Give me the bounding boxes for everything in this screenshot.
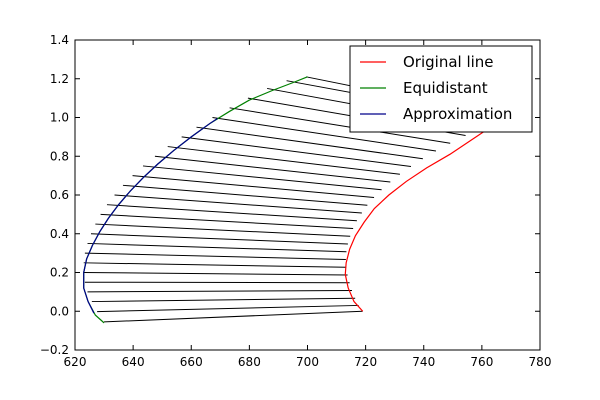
x-tick-label: 680 — [238, 355, 261, 369]
x-tick-label: 700 — [296, 355, 319, 369]
series-line-approximation — [83, 117, 218, 314]
connector-segment — [229, 107, 451, 144]
legend-box — [349, 45, 533, 133]
connector-segment — [104, 310, 363, 323]
connector-segment — [142, 165, 382, 191]
connector-segment — [83, 272, 348, 276]
connector-segment — [154, 155, 391, 183]
y-tick-label: 1.0 — [50, 111, 69, 125]
x-tick-label: 780 — [529, 355, 552, 369]
connector-segment — [122, 184, 368, 206]
y-tick-label: 0.0 — [50, 304, 69, 318]
connector-segment — [181, 136, 412, 168]
series-line-original-line — [344, 116, 509, 312]
connector-segment — [83, 262, 347, 268]
legend-label: Equidistant — [403, 79, 488, 97]
connector-segment — [95, 223, 351, 237]
legend: Original line Equidistant Approximation — [349, 45, 533, 133]
x-tick-label: 640 — [122, 355, 145, 369]
connector-segment — [100, 213, 354, 230]
x-tick-label: 720 — [354, 355, 377, 369]
connector-segment — [196, 126, 423, 160]
connector-segment — [87, 242, 347, 253]
connector-segment — [132, 175, 375, 199]
y-tick-label: 1.2 — [50, 72, 69, 86]
connector-segment — [212, 117, 437, 152]
y-tick-label: 0.2 — [50, 266, 69, 280]
connector-segment — [84, 252, 346, 261]
y-tick-label: 0.4 — [50, 227, 69, 241]
x-tick-label: 620 — [64, 355, 87, 369]
connector-segment — [90, 233, 348, 245]
connector-segment — [114, 194, 362, 214]
legend-label: Original line — [403, 53, 494, 71]
x-tick-label: 660 — [180, 355, 203, 369]
connector-segment — [87, 290, 352, 293]
connector-segment — [84, 281, 350, 284]
connector-segment — [91, 297, 356, 303]
x-tick-label: 760 — [470, 355, 493, 369]
y-tick-label: 0.6 — [50, 188, 69, 202]
y-tick-label: 1.4 — [50, 33, 69, 47]
y-tick-label: −0.2 — [40, 343, 69, 357]
legend-label: Approximation — [403, 105, 512, 123]
x-tick-label: 740 — [412, 355, 435, 369]
y-tick-label: 0.8 — [50, 149, 69, 163]
connector-segment — [97, 304, 359, 313]
connector-segment — [106, 204, 357, 222]
connector-segment — [167, 146, 400, 175]
